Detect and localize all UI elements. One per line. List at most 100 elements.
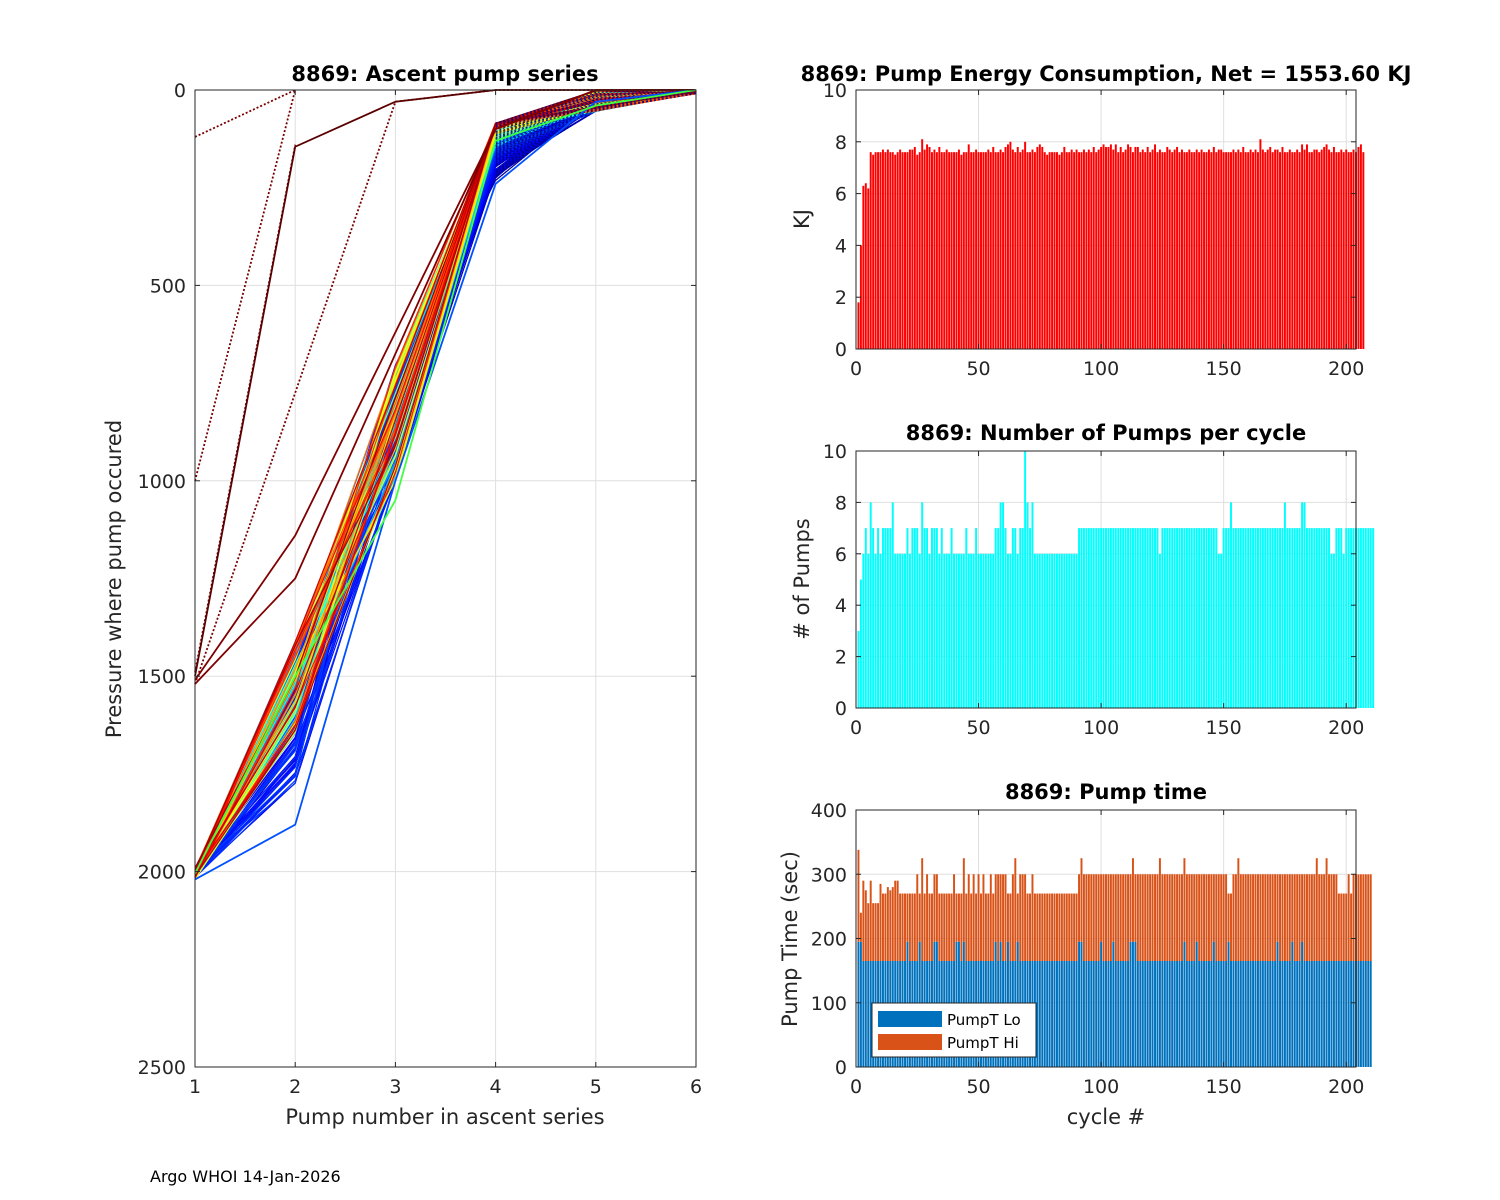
energy-bar (1291, 152, 1294, 349)
ascent-ylabel: Pressure where pump occured (102, 420, 126, 738)
pumptime-lo-bar (1060, 960, 1063, 1067)
pumps-bar (1288, 528, 1291, 708)
pumptime-lo-bar (1051, 960, 1054, 1067)
pumptime-hi-bar (1168, 874, 1171, 961)
pumptime-lo-bar (1048, 960, 1051, 1067)
pumptime-lo-bar (1254, 960, 1257, 1067)
energy-bar (1166, 146, 1169, 349)
pumptime-hi-bar (1016, 893, 1019, 942)
pumps-bar (1271, 528, 1274, 708)
pumptime-hi-bar (869, 880, 872, 961)
energy-bar (896, 152, 899, 349)
pumptime-hi-bar (1131, 858, 1134, 942)
pumptime-lo-bar (1127, 960, 1130, 1067)
pumptime-lo-bar (1036, 960, 1039, 1067)
pumptime-lo-bar (1323, 960, 1326, 1067)
pumptime-lo-bar (1073, 960, 1076, 1067)
energy-bars (857, 139, 1365, 349)
pumptime-hi-bar (965, 893, 968, 961)
energy-bar (943, 152, 946, 349)
pumptime-lo-bar (1318, 960, 1321, 1067)
pumps-bar (962, 553, 965, 708)
pumptime-lo-bar (1266, 960, 1269, 1067)
energy-bar (1220, 149, 1223, 349)
pumps-bar (1198, 528, 1201, 708)
pumptime-xtick-label: 150 (1206, 1076, 1242, 1098)
ascent-plot-area (195, 90, 696, 1067)
pumptime-lo-bar (1340, 960, 1343, 1067)
energy-bar (1308, 152, 1311, 349)
energy-bar (1337, 152, 1340, 349)
pumps-bar (916, 528, 919, 708)
pumps-bar (1038, 553, 1041, 708)
pumptime-lo-bar (1173, 960, 1176, 1067)
pumps-bar (891, 502, 894, 708)
energy-bar (1129, 146, 1132, 349)
pumps-bar (1281, 528, 1284, 708)
pumptime-title: 8869: Pump time (1005, 780, 1207, 804)
pumps-bar (1264, 528, 1267, 708)
pumptime-lo-bar (1085, 960, 1088, 1067)
energy-xtick-label: 100 (1083, 358, 1119, 380)
pumps-ytick-label: 10 (823, 441, 847, 463)
energy-bar (1281, 146, 1284, 349)
ascent-bundle-tail (495, 89, 697, 130)
energy-bar (1296, 149, 1299, 349)
ascent-bundle-tail (495, 90, 697, 126)
energy-bar (1222, 152, 1225, 349)
energy-bar (1188, 149, 1191, 349)
energy-bar (916, 154, 919, 349)
pumps-bar (938, 553, 941, 708)
pumptime-hi-bar (1222, 874, 1225, 961)
ascent-bundle-tail (495, 89, 697, 124)
pumps-bar (984, 553, 987, 708)
pumptime-hi-bar (1056, 893, 1058, 961)
pumps-bar (1249, 528, 1252, 708)
energy-bar (1242, 146, 1245, 349)
pumptime-lo-bar (1144, 960, 1147, 1067)
energy-bar (1198, 152, 1201, 349)
pumps-bar (953, 553, 956, 708)
pumps-ytick-label: 2 (835, 647, 847, 669)
energy-ytick-label: 8 (835, 132, 847, 154)
pumps-bar (997, 528, 1000, 708)
pumps-ytick-label: 4 (835, 595, 847, 617)
energy-bar (1161, 152, 1164, 349)
pumptime-lo-bar (1131, 941, 1134, 1067)
pumps-bar (1227, 528, 1230, 708)
pumptime-hi-bar (1264, 874, 1267, 961)
pumps-bar (1082, 528, 1085, 708)
pumptime-lo-bar (1149, 960, 1152, 1067)
pumps-bar (1109, 528, 1112, 708)
pumps-bar (1232, 528, 1235, 708)
pumptime-ytick-label: 100 (811, 993, 847, 1015)
ascent-xtick-label: 2 (289, 1076, 301, 1098)
ascent-bundle-line (194, 92, 697, 878)
pumptime-hi-bar (1011, 874, 1014, 961)
energy-bar (960, 154, 963, 349)
pumptime-hi-bar (884, 893, 887, 961)
pumps-bar (1026, 502, 1029, 708)
pumptime-hi-bar (1127, 874, 1130, 961)
pumptime-hi-bar (872, 903, 875, 961)
energy-bar (1033, 152, 1036, 349)
pumps-per-cycle-panel: 0 50 100 150 200 0 2 4 6 8 10 (823, 441, 1375, 739)
energy-bar (1036, 146, 1039, 349)
energy-bar (1193, 152, 1196, 349)
energy-xtick-label: 150 (1206, 358, 1242, 380)
energy-bar (1090, 152, 1093, 349)
energy-bar (869, 152, 872, 349)
energy-bar (889, 152, 892, 349)
pumptime-hi-bar (1183, 858, 1186, 942)
pumps-bar (1119, 528, 1122, 708)
pumps-bar (1230, 502, 1232, 708)
pumptime-hi-bar (1141, 874, 1144, 961)
pumps-xtick-label: 50 (966, 717, 990, 739)
pumps-bar (879, 553, 882, 708)
ascent-ytick-label: 1000 (138, 471, 186, 493)
pumptime-lo-bar (1239, 960, 1242, 1067)
pumps-bar (992, 553, 995, 708)
energy-bar (879, 152, 882, 349)
pumptime-lo-bar (1315, 960, 1318, 1067)
pumptime-hi-bar (1144, 874, 1147, 961)
